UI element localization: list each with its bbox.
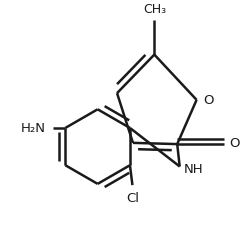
Text: O: O — [229, 137, 239, 150]
Text: O: O — [203, 94, 213, 107]
Text: CH₃: CH₃ — [143, 3, 166, 16]
Text: NH: NH — [184, 163, 203, 176]
Text: Cl: Cl — [126, 192, 139, 205]
Text: H₂N: H₂N — [20, 122, 46, 135]
